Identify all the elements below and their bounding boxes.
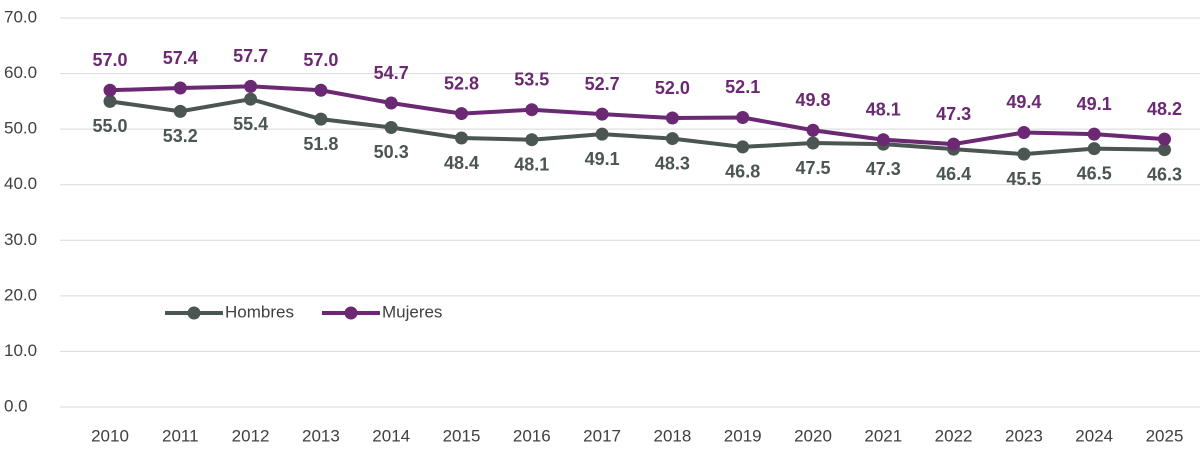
x-tick-label: 2023: [1005, 426, 1043, 445]
x-tick-label: 2024: [1075, 426, 1113, 445]
y-tick-label: 60.0: [4, 63, 37, 82]
data-label: 53.2: [163, 126, 198, 146]
data-point: [525, 103, 539, 117]
x-tick-label: 2022: [935, 426, 973, 445]
data-label: 50.3: [374, 142, 409, 162]
data-label: 46.3: [1147, 164, 1182, 184]
data-label: 52.8: [444, 73, 479, 93]
data-label: 53.5: [514, 69, 549, 89]
x-tick-label: 2016: [513, 426, 551, 445]
x-tick-label: 2020: [794, 426, 832, 445]
data-point: [173, 104, 187, 118]
data-point: [806, 123, 820, 137]
legend-marker: [344, 306, 358, 320]
data-point: [876, 133, 890, 147]
data-point: [1017, 125, 1031, 139]
legend-label: Mujeres: [382, 302, 442, 321]
data-point: [244, 79, 258, 93]
data-point: [806, 136, 820, 150]
data-label: 47.3: [866, 159, 901, 179]
data-point: [244, 92, 258, 106]
data-point: [665, 132, 679, 146]
x-tick-label: 2014: [372, 426, 410, 445]
x-tick-label: 2012: [232, 426, 270, 445]
data-point: [525, 133, 539, 147]
series-line: [109, 84, 1165, 147]
y-tick-label: 20.0: [4, 285, 37, 304]
data-label: 49.1: [1077, 94, 1112, 114]
data-label: 48.1: [866, 99, 901, 119]
data-label: 46.5: [1077, 163, 1112, 183]
data-label: 55.0: [92, 116, 127, 136]
y-tick-label: 40.0: [4, 174, 37, 193]
data-label: 54.7: [374, 63, 409, 83]
data-label: 48.1: [514, 154, 549, 174]
y-tick-label: 0.0: [4, 396, 28, 415]
x-tick-label: 2013: [302, 426, 340, 445]
data-point: [314, 112, 328, 126]
x-tick-label: 2010: [91, 426, 129, 445]
data-point: [1017, 147, 1031, 161]
y-tick-label: 50.0: [4, 119, 37, 138]
data-point: [1158, 143, 1171, 157]
data-label: 52.0: [655, 78, 690, 98]
data-point: [314, 83, 328, 97]
x-tick-label: 2025: [1146, 426, 1184, 445]
data-point: [665, 111, 679, 125]
data-label: 52.7: [585, 74, 620, 94]
x-tick-label: 2015: [443, 426, 481, 445]
data-label: 57.7: [233, 46, 268, 66]
legend-marker: [187, 306, 201, 320]
data-point: [947, 137, 961, 151]
series-line: [109, 97, 1165, 157]
data-point: [103, 94, 117, 108]
data-label: 57.0: [303, 50, 338, 70]
x-tick-label: 2021: [864, 426, 902, 445]
data-label: 49.1: [585, 149, 620, 169]
data-label: 57.4: [163, 48, 198, 68]
data-point: [173, 81, 187, 95]
x-tick-label: 2017: [583, 426, 621, 445]
data-point: [736, 110, 750, 124]
data-point: [1087, 127, 1101, 141]
data-point: [455, 107, 468, 121]
y-tick-label: 30.0: [4, 230, 37, 249]
data-point: [1158, 132, 1171, 146]
data-point: [595, 127, 609, 141]
data-label: 47.5: [795, 158, 830, 178]
data-label: 55.4: [233, 114, 268, 134]
data-point: [384, 96, 398, 110]
data-label: 46.4: [936, 164, 971, 184]
y-tick-label: 10.0: [4, 341, 37, 360]
data-label: 51.8: [303, 134, 338, 154]
data-label: 48.2: [1147, 99, 1182, 119]
data-point: [595, 107, 609, 121]
data-label: 52.1: [725, 77, 760, 97]
data-label: 47.3: [936, 104, 971, 124]
data-point: [736, 140, 750, 154]
data-point: [384, 120, 398, 134]
data-label: 48.3: [655, 153, 690, 173]
x-tick-label: 2011: [162, 426, 199, 445]
data-label: 45.5: [1006, 169, 1041, 189]
data-point: [103, 83, 117, 97]
data-label: 46.8: [725, 162, 760, 182]
x-tick-label: 2019: [724, 426, 762, 445]
data-label: 49.8: [795, 90, 830, 110]
data-label: 57.0: [92, 50, 127, 70]
data-point: [455, 131, 468, 145]
legend-label: Hombres: [225, 302, 294, 321]
x-tick-label: 2018: [653, 426, 691, 445]
data-point: [1087, 142, 1101, 156]
data-label: 49.4: [1006, 92, 1041, 112]
data-label: 48.4: [444, 153, 479, 173]
y-tick-label: 70.0: [4, 7, 37, 26]
